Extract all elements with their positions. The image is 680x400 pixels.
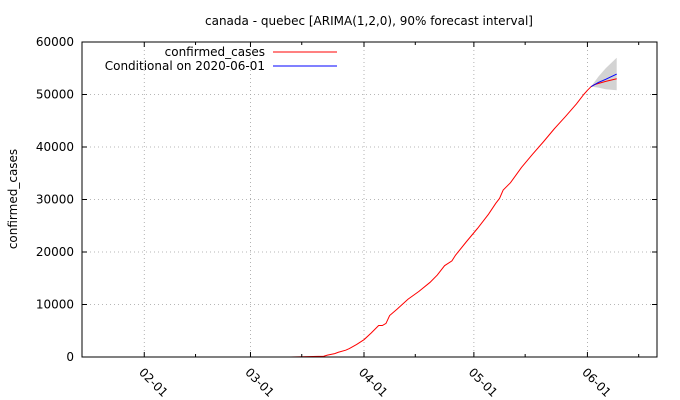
chart-title: canada - quebec [ARIMA(1,2,0), 90% forec… — [205, 14, 533, 28]
forecast-band-layer — [591, 57, 617, 91]
legend-label: confirmed_cases — [165, 45, 265, 59]
y-tick-label: 60000 — [36, 35, 74, 49]
y-tick-label: 50000 — [36, 88, 74, 102]
x-tick-label: 02-01 — [136, 365, 171, 400]
forecast-interval-band — [591, 57, 617, 91]
y-axis-label: confirmed_cases — [6, 149, 20, 249]
x-tick-label: 06-01 — [579, 365, 614, 400]
legend-label: Conditional on 2020-06-01 — [105, 59, 265, 73]
y-tick-label: 40000 — [36, 140, 74, 154]
x-tick-label: 04-01 — [356, 365, 391, 400]
x-axis: 02-01 03-01 04-01 05-01 06-01 — [81, 42, 640, 400]
series-line-conditional-forecast — [590, 73, 617, 88]
y-tick-label: 20000 — [36, 245, 74, 259]
series-layer — [290, 73, 617, 358]
x-tick-label: 03-01 — [242, 365, 277, 400]
y-tick-label: 10000 — [36, 298, 74, 312]
series-line-confirmed-cases — [290, 78, 617, 358]
grid — [82, 42, 657, 357]
y-axis: 0 10000 20000 30000 40000 50000 60000 — [36, 35, 657, 364]
x-tick-label: 05-01 — [466, 365, 501, 400]
y-tick-label: 0 — [66, 350, 74, 364]
y-tick-label: 30000 — [36, 193, 74, 207]
